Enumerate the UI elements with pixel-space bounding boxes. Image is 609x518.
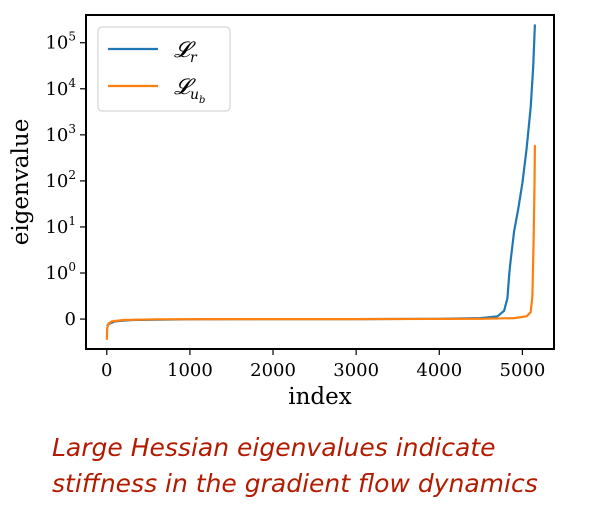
x-tick-label: 0 <box>101 360 112 381</box>
x-tick-label: 4000 <box>416 360 462 381</box>
caption-line-2: stiffness in the gradient flow dynamics <box>52 469 538 498</box>
legend-box <box>97 26 231 112</box>
x-axis-label: index <box>288 384 352 410</box>
y-tick-label: 103 <box>45 122 76 146</box>
y-tick-label: 100 <box>45 260 76 284</box>
y-axis-ticks: 0 100 101 102 103 104 105 <box>45 30 86 330</box>
y-axis-label: eigenvalue <box>8 119 34 246</box>
caption: Large Hessian eigenvalues indicate stiff… <box>52 430 592 502</box>
caption-line-1: Large Hessian eigenvalues indicate <box>52 433 496 462</box>
x-tick-label: 3000 <box>333 360 379 381</box>
series-line-2 <box>105 145 536 340</box>
x-axis-ticks: 0 1000 2000 3000 4000 5000 <box>101 349 545 381</box>
y-tick-label: 104 <box>45 76 76 100</box>
x-tick-label: 2000 <box>250 360 296 381</box>
x-tick-label: 5000 <box>500 360 546 381</box>
eigenvalue-chart: 0 100 101 102 103 104 105 0 1000 2000 3000 4000 500… <box>8 14 555 410</box>
x-tick-label: 1000 <box>167 360 213 381</box>
y-tick-label: 101 <box>45 214 76 238</box>
series-lines <box>105 24 536 340</box>
plot-frame <box>85 14 555 350</box>
y-tick-label: 105 <box>45 30 76 54</box>
y-tick-label: 102 <box>45 168 76 192</box>
y-tick-label: 0 <box>65 309 76 330</box>
